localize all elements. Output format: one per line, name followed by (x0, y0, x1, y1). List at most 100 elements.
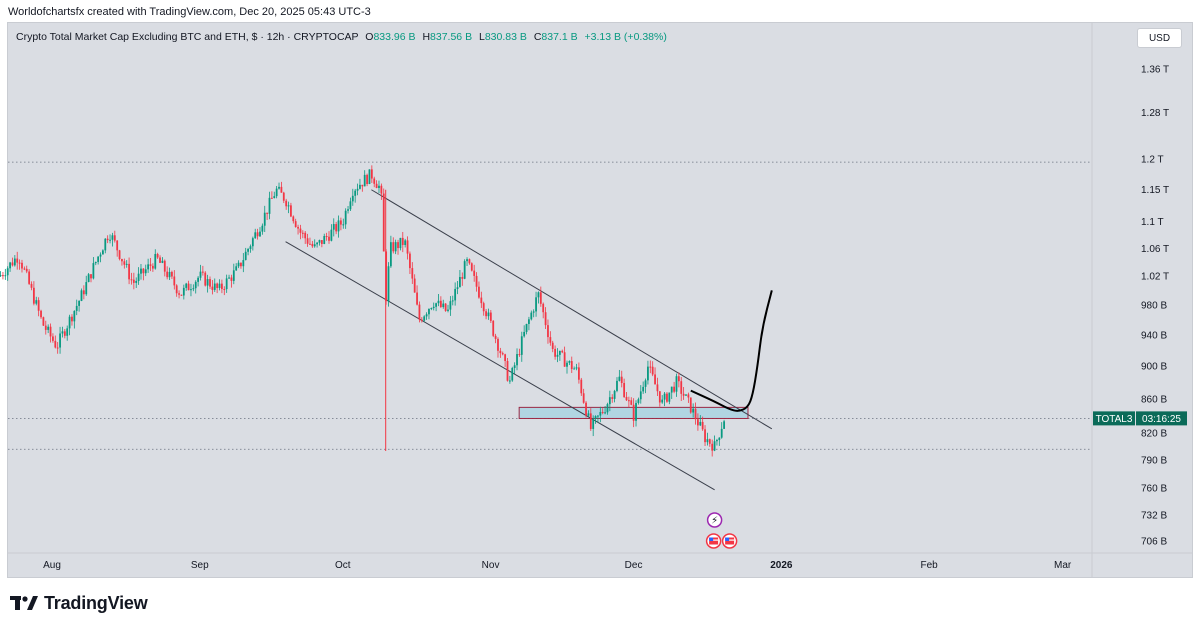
legend-title: Crypto Total Market Cap Excluding BTC an… (16, 31, 359, 43)
tradingview-logo[interactable]: TradingView (10, 592, 148, 614)
candle-body-206 (489, 312, 492, 321)
candle-body-210 (499, 350, 502, 354)
candle-body-96 (228, 277, 230, 279)
candle-body-212 (504, 354, 507, 361)
price-tag-symbol-bg (1093, 411, 1135, 426)
candle-body-2 (4, 275, 7, 277)
candle-body-70 (166, 271, 169, 278)
candle-body-242 (575, 367, 578, 369)
candle-body-207 (492, 320, 495, 336)
candle-body-78 (185, 283, 188, 288)
candle-body-3 (6, 268, 9, 276)
candle-body-6 (13, 258, 16, 266)
candle-body-196 (466, 259, 468, 262)
candle-body-294 (699, 421, 702, 426)
candle-body-48 (113, 235, 116, 241)
candle-body-291 (692, 408, 695, 413)
candle-body-1 (2, 275, 4, 277)
chart-caption: Worldofchartsfx created with TradingView… (8, 6, 371, 18)
candle-body-41 (97, 256, 100, 262)
candle-body-290 (689, 397, 692, 413)
candle-body-91 (216, 283, 219, 288)
y-tick-label: 1.28 T (1141, 108, 1169, 119)
currency-button[interactable]: USD (1137, 28, 1182, 48)
candle-body-220 (523, 331, 526, 337)
price-tag-countdown-bg (1136, 411, 1187, 426)
candle-body-284 (675, 376, 678, 392)
candle-body-73 (173, 276, 176, 286)
candle-body-254 (604, 412, 606, 414)
candle-body-83 (197, 277, 200, 282)
candle-body-167 (397, 242, 399, 249)
candle-body-120 (285, 200, 288, 207)
candle-body-280 (666, 393, 668, 402)
candle-body-145 (344, 210, 347, 225)
candle-body-39 (92, 263, 95, 279)
candle-body-260 (618, 376, 621, 381)
candle-body-80 (190, 289, 192, 291)
y-tick-label: 940 B (1141, 330, 1167, 341)
x-tick-label: Dec (625, 560, 643, 571)
candle-body-213 (506, 360, 509, 381)
candle-body-154 (366, 174, 368, 185)
candle-body-94 (223, 289, 226, 291)
candle-body-186 (442, 303, 445, 308)
candle-body-150 (356, 188, 359, 191)
x-tick-label: Nov (482, 560, 500, 571)
candle-body-293 (697, 419, 699, 426)
candle-body-126 (299, 228, 302, 233)
candle-body-29 (68, 316, 71, 329)
candle-body-58 (137, 273, 140, 281)
candle-body-234 (556, 354, 559, 357)
candle-body-185 (439, 300, 442, 308)
candle-body-77 (182, 287, 185, 296)
candle-body-135 (320, 240, 323, 244)
candle-body-164 (389, 242, 392, 267)
candle-body-5 (11, 262, 14, 266)
candle-body-258 (613, 390, 616, 399)
candle-body-160 (380, 185, 383, 194)
candle-body-15 (35, 300, 38, 304)
candle-body-263 (625, 396, 628, 401)
candle-body-72 (171, 271, 173, 277)
lightning-glyph: ⚡ (711, 516, 718, 527)
candle-body-237 (563, 352, 566, 367)
candle-body-63 (149, 264, 152, 266)
chart-panel[interactable] (7, 22, 1193, 578)
candle-body-182 (432, 306, 435, 309)
x-tick-label: Sep (191, 560, 209, 571)
candle-body-184 (437, 300, 440, 304)
candle-body-146 (347, 209, 349, 211)
candle-body-233 (554, 348, 557, 357)
candle-body-133 (316, 242, 319, 245)
channel-upper-line (371, 189, 773, 430)
candle-body-38 (90, 274, 92, 279)
y-tick-label: 1.15 T (1141, 185, 1169, 196)
price-tag-symbol: TOTAL3 (1096, 414, 1133, 425)
candle-body-132 (313, 244, 316, 247)
candle-body-27 (63, 331, 66, 336)
candle-body-102 (242, 260, 245, 267)
candle-body-241 (573, 368, 576, 370)
candle-body-269 (639, 391, 642, 400)
candle-body-208 (494, 335, 497, 339)
candle-body-171 (406, 240, 409, 254)
candle-body-28 (66, 328, 69, 336)
y-tick-label: 1.1 T (1141, 217, 1164, 228)
candle-body-151 (359, 184, 361, 189)
y-tick-label: 1.36 T (1141, 65, 1169, 76)
candle-body-98 (232, 270, 235, 281)
candle-body-136 (323, 236, 326, 244)
candle-body-304 (723, 421, 725, 429)
candle-body-55 (130, 279, 133, 281)
candle-body-14 (32, 287, 35, 304)
candle-body-108 (256, 232, 259, 237)
candle-body-156 (370, 169, 373, 179)
candle-body-100 (237, 262, 240, 267)
candle-body-105 (249, 246, 252, 249)
candle-body-113 (268, 197, 271, 214)
candle-body-276 (656, 384, 659, 392)
candle-body-124 (294, 221, 297, 227)
candle-body-232 (551, 342, 554, 349)
